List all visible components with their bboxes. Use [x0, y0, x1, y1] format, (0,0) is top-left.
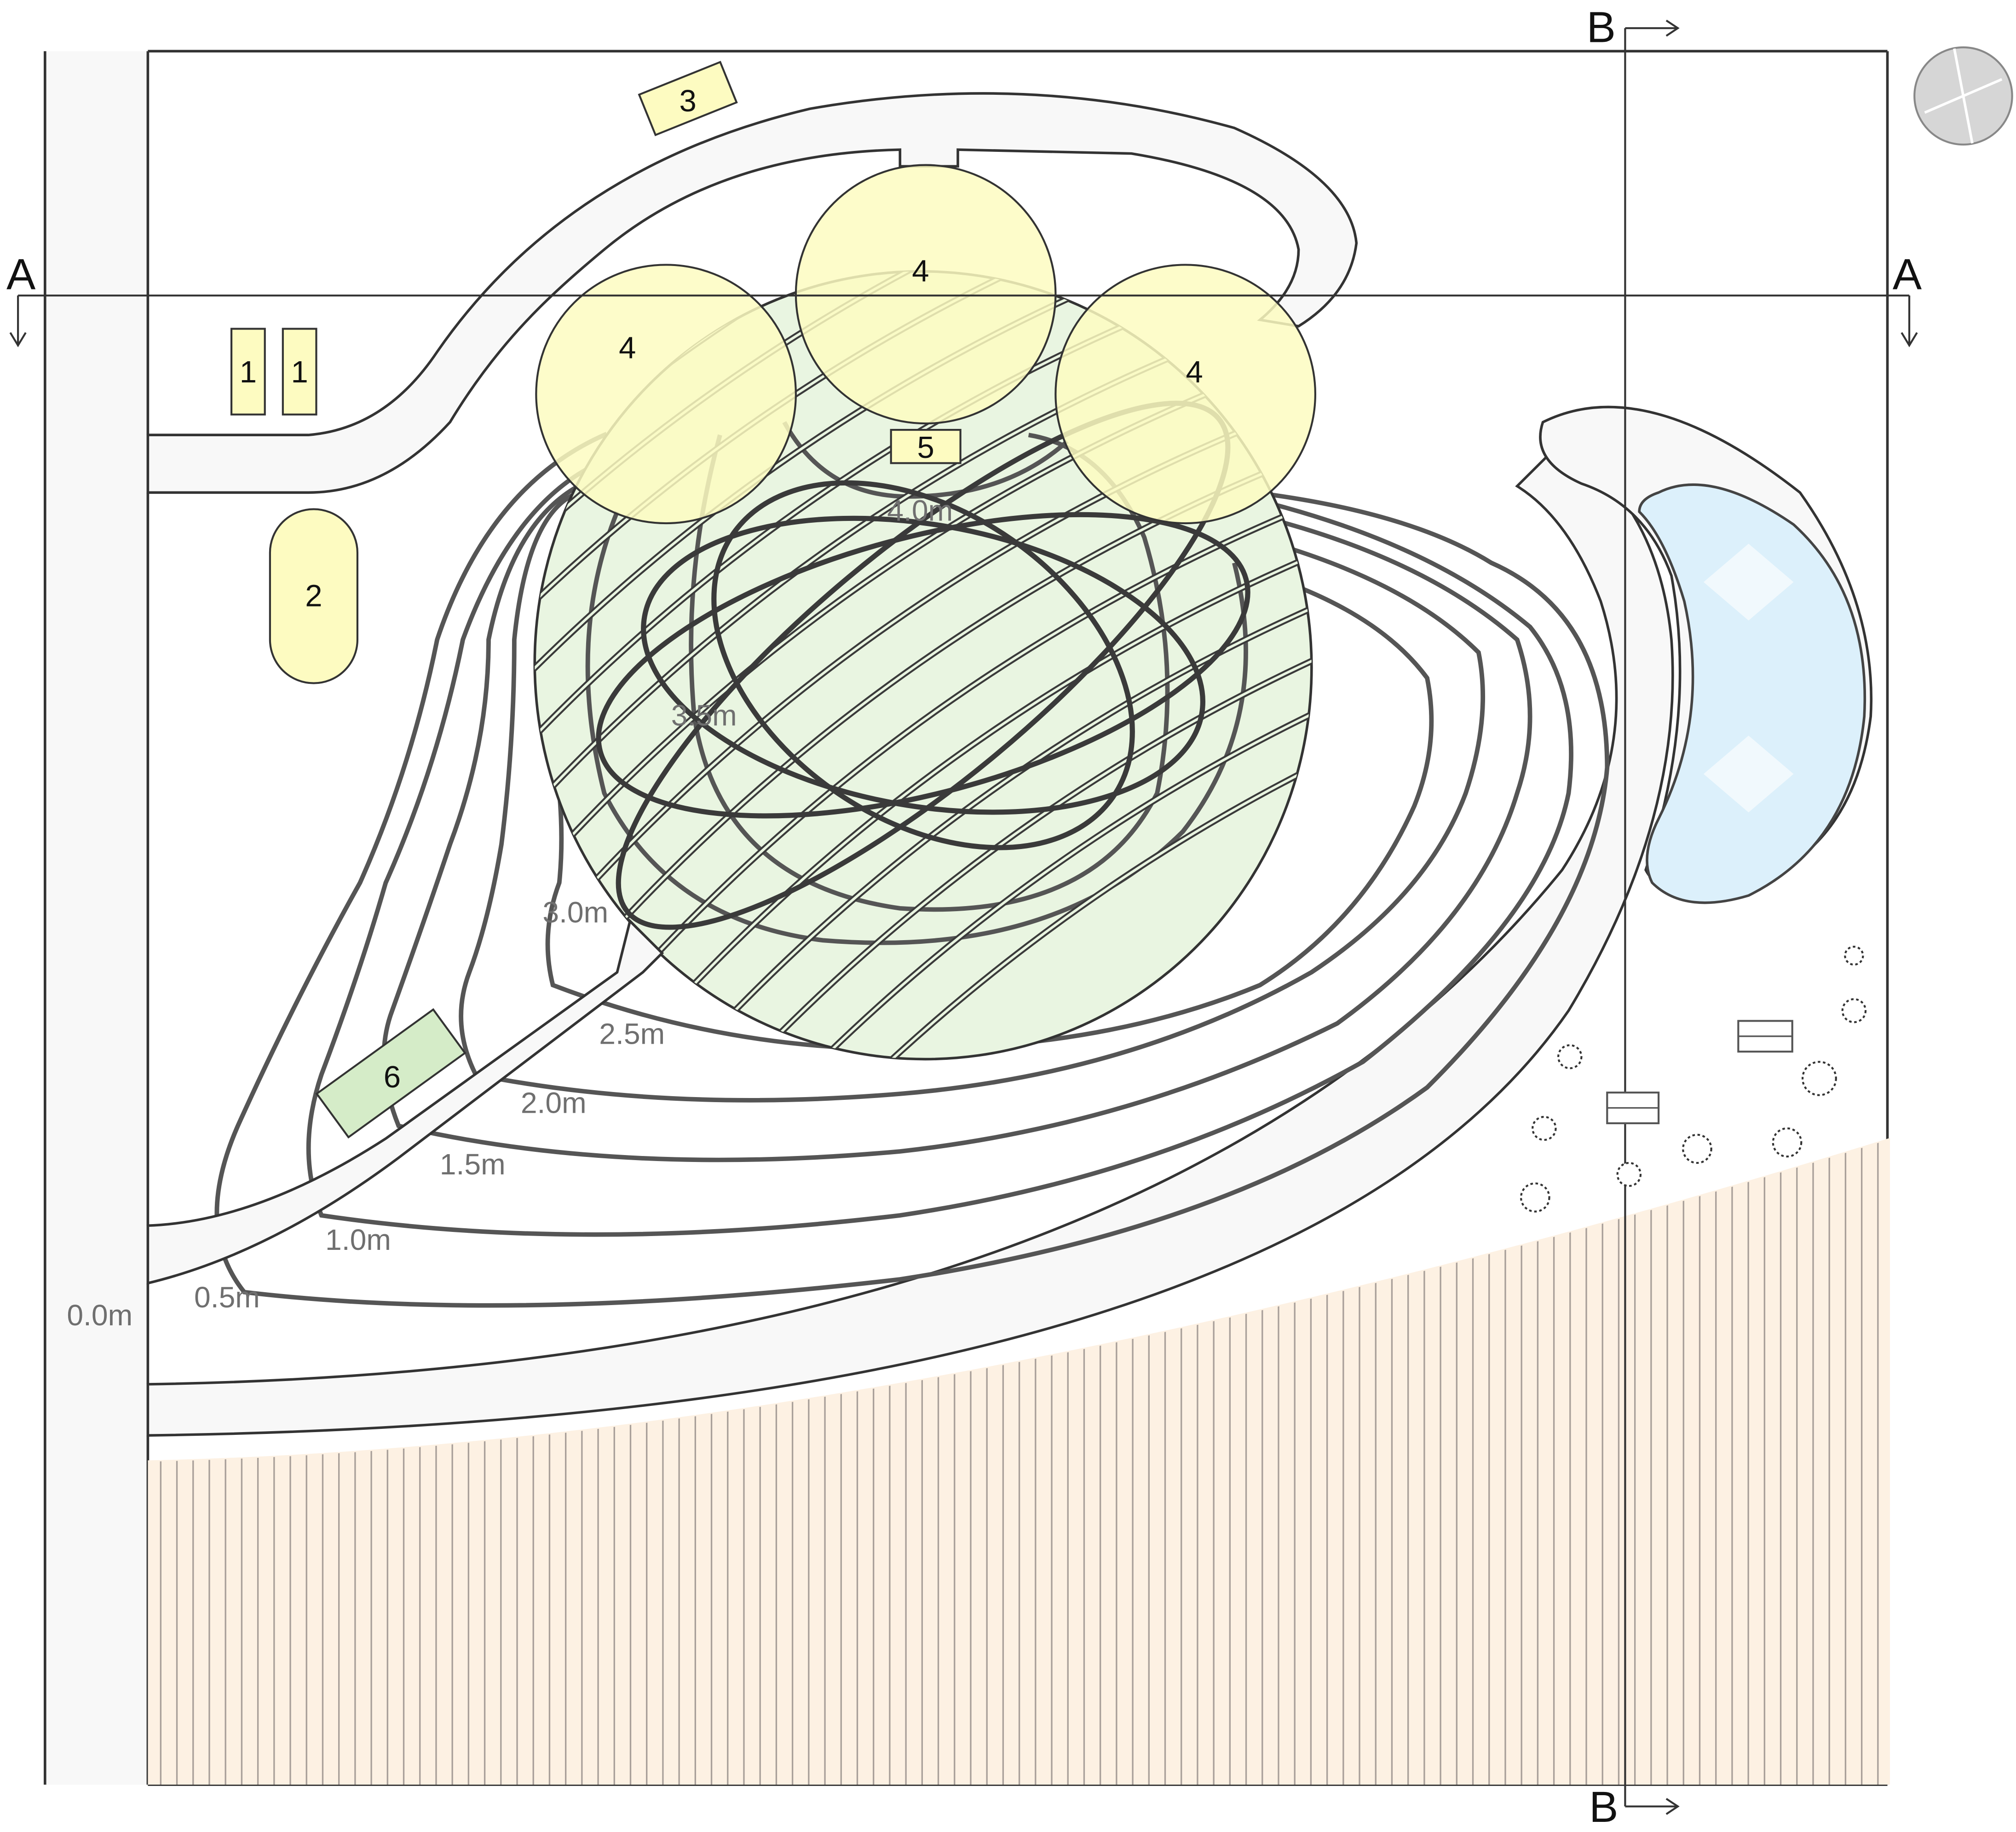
shrub-icon: [1801, 1061, 1837, 1096]
key-item-2-marker: [269, 508, 359, 684]
sculpture-loop: [596, 512, 1250, 819]
key-item-2-label: 2: [305, 579, 322, 613]
key-item-3-marker: [638, 61, 738, 137]
key-item-4c-marker: [1054, 264, 1317, 525]
north-compass-icon: [1913, 46, 2013, 146]
contour-label-2-5m: 2.5m: [599, 1017, 665, 1051]
contour-label-0-5m: 0.5m: [194, 1281, 260, 1314]
key-item-4c-label: 4: [1186, 355, 1203, 389]
diagonal-path: [146, 919, 664, 1285]
key-item-4b-label: 4: [912, 254, 929, 289]
shrub-icon: [1772, 1127, 1803, 1158]
key-item-1b-label: 1: [291, 355, 308, 389]
section-arrow-icon: [9, 295, 1918, 347]
contour-3-5m: [689, 433, 1170, 912]
shrub-icon: [1844, 946, 1864, 966]
bench-icon: [1606, 1092, 1660, 1124]
contour-2-0m: [459, 485, 1486, 1103]
key-item-1a-marker: [230, 328, 266, 416]
shrub-icon: [1532, 1115, 1557, 1141]
key-item-1b-marker: [282, 328, 317, 416]
sculpture-loop: [641, 515, 1205, 815]
key-item-3-label: 3: [679, 84, 696, 118]
contour-4-0m: [782, 421, 1069, 499]
key-item-5-marker: [890, 429, 962, 464]
contour-0-5m: [214, 432, 1610, 1308]
contour-label-0-0m: 0.0m: [67, 1299, 132, 1332]
sculpture-rib-highlight: [630, 523, 1363, 1054]
key-item-5-label: 5: [917, 430, 934, 465]
bench-icon: [1737, 1020, 1793, 1053]
contour-label-3-5m: 3.5m: [671, 699, 737, 732]
section-label-b-north: B: [1587, 3, 1616, 52]
contour-label-2-0m: 2.0m: [521, 1086, 587, 1120]
contour-label-4-0m: 4.0m: [887, 494, 953, 527]
contour-label-3-0m: 3.0m: [542, 896, 608, 929]
key-item-4a-marker: [535, 264, 797, 525]
sculpture-rib-highlight: [602, 484, 1362, 1014]
key-item-6-label: 6: [384, 1060, 401, 1094]
sculpture-loop: [711, 480, 1135, 850]
contour-label-1-5m: 1.5m: [440, 1148, 506, 1181]
contour-1-5m: [381, 469, 1532, 1162]
pond: [1638, 483, 1866, 904]
shrub-icon: [1520, 1182, 1550, 1213]
contour-label-1-0m: 1.0m: [325, 1223, 391, 1256]
key-item-4b-marker: [795, 164, 1057, 425]
shrub-icon: [1557, 1044, 1583, 1069]
key-item-1a-label: 1: [240, 355, 257, 389]
sculpture-rib-highlight: [658, 563, 1363, 1094]
key-item-6-marker: [315, 1008, 467, 1139]
section-label-a-west: A: [6, 250, 36, 299]
section-label-a-east: A: [1893, 250, 1922, 299]
shrub-icon: [1841, 998, 1867, 1023]
shrub-icon: [1682, 1133, 1712, 1164]
section-label-b-south: B: [1589, 1783, 1618, 1832]
contour-1-0m: [306, 452, 1573, 1237]
west-edge-strip: [45, 51, 148, 1785]
shrub-icon: [1616, 1162, 1642, 1187]
key-item-4a-label: 4: [619, 331, 636, 365]
section-arrow-icon: [1625, 19, 1680, 1815]
